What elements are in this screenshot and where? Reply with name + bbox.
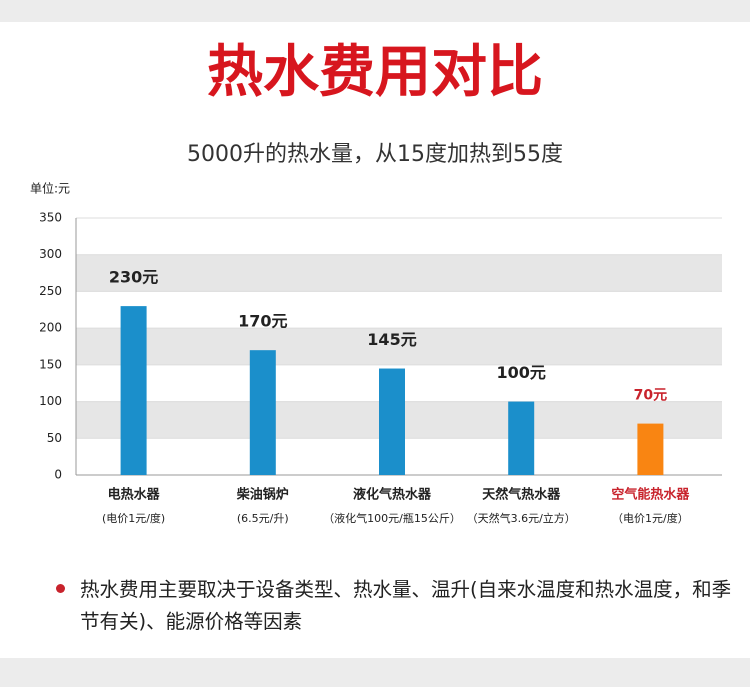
x-tick-note: （电价1元/度） xyxy=(612,511,689,525)
bar xyxy=(249,350,276,475)
y-tick-label: 350 xyxy=(39,211,62,225)
x-tick-note: (6.5元/升) xyxy=(237,512,289,525)
y-tick-label: 0 xyxy=(54,468,62,482)
x-tick-label: 天然气热水器 xyxy=(482,487,561,503)
chart-subtitle: 5000升的热水量，从15度加热到55度 xyxy=(187,142,563,167)
top-strip xyxy=(0,0,750,22)
x-tick-note: （天然气3.6元/立方） xyxy=(467,511,576,525)
grid-band xyxy=(76,328,722,365)
y-tick-label: 250 xyxy=(39,284,62,298)
chart-title: 热水费用对比 xyxy=(207,40,543,105)
value-label: 70元 xyxy=(634,388,667,404)
x-tick-label: 电热水器 xyxy=(108,487,161,503)
x-tick-note: (电价1元/度) xyxy=(102,511,165,525)
x-tick-note: （液化气100元/瓶15公斤） xyxy=(323,511,461,525)
y-axis-label: 单位:元 xyxy=(30,181,70,196)
y-tick-label: 200 xyxy=(39,321,62,335)
x-tick-label: 液化气热水器 xyxy=(353,487,432,503)
grid-band xyxy=(76,254,722,292)
bar xyxy=(637,423,664,475)
footnote: 热水费用主要取决于设备类型、热水量、温升(自来水温度和热水温度，和季节有关)、能… xyxy=(80,578,732,633)
x-tick-label: 空气能热水器 xyxy=(611,487,690,503)
bottom-strip xyxy=(0,658,750,687)
y-tick-label: 100 xyxy=(39,394,62,408)
value-label: 230元 xyxy=(109,268,158,287)
bar xyxy=(508,401,535,475)
value-label: 100元 xyxy=(496,363,545,382)
value-label: 170元 xyxy=(238,312,287,331)
y-tick-label: 50 xyxy=(47,431,62,445)
bar xyxy=(379,368,405,475)
x-tick-label: 柴油锅炉 xyxy=(236,487,289,503)
bar xyxy=(120,306,147,475)
y-tick-label: 150 xyxy=(39,357,62,371)
bullet xyxy=(56,584,65,593)
y-tick-label: 300 xyxy=(39,247,62,261)
value-label: 145元 xyxy=(367,330,416,349)
